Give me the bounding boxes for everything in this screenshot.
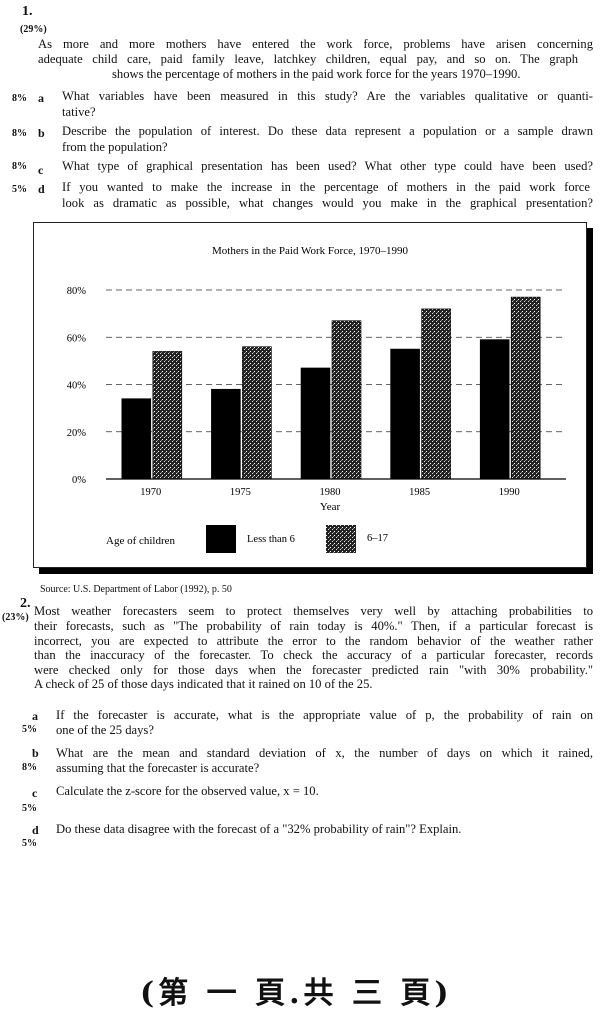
legend-title: Age of children: [106, 535, 176, 547]
y-tick-label: 40%: [67, 381, 87, 392]
part-letter: a: [32, 709, 38, 723]
question-1-number: 1.: [22, 4, 33, 19]
y-tick-label: 80%: [67, 286, 87, 297]
q2-intro-line: their forecasts, such as "The probabilit…: [34, 619, 593, 633]
part-weight: 5%: [22, 724, 37, 735]
bar-6-17-1975: [242, 346, 272, 480]
q2-intro-line: were checked only for those days when th…: [34, 663, 593, 677]
part-text: from the population?: [62, 140, 168, 154]
bar-less-than-6-1985: [390, 348, 420, 480]
legend-label: Less than 6: [247, 534, 295, 545]
bar-less-than-6-1990: [479, 339, 510, 480]
part-text: If you wanted to make the increase in th…: [62, 180, 590, 194]
x-axis-label: Year: [320, 501, 341, 513]
part-letter: b: [38, 126, 45, 140]
bar-less-than-6-1970: [121, 398, 152, 480]
part-letter: b: [32, 746, 39, 760]
x-tick-label: 1990: [499, 487, 520, 498]
x-tick-label: 1970: [140, 487, 161, 498]
bar-chart: Mothers in the Paid Work Force, 1970–199…: [67, 245, 566, 553]
part-weight: 8%: [12, 128, 27, 139]
y-tick-label: 20%: [67, 428, 87, 439]
bar-6-17-1985: [421, 308, 451, 480]
part-text: Do these data disagree with the forecast…: [56, 822, 462, 836]
part-text: look as dramatic as possible, what chang…: [62, 196, 593, 210]
part-letter: d: [32, 823, 39, 837]
y-tick-label: 0%: [72, 475, 86, 486]
part-letter: c: [38, 163, 44, 177]
part-letter: c: [32, 786, 38, 800]
part-text: If the forecaster is accurate, what is t…: [56, 708, 593, 722]
part-weight: 5%: [22, 838, 37, 849]
bar-6-17-1980: [331, 320, 362, 480]
bar-6-17-1970: [152, 351, 183, 480]
q2-intro-line: than the inaccuracy of the forecaster. T…: [34, 648, 593, 662]
q1-intro-line: shows the percentage of mothers in the p…: [112, 67, 521, 81]
part-letter: a: [38, 91, 44, 105]
part-weight: 8%: [22, 762, 37, 773]
chart-title: Mothers in the Paid Work Force, 1970–199…: [212, 245, 408, 257]
bar-less-than-6-1975: [211, 388, 241, 480]
legend-swatch-less-than-6: [206, 525, 236, 553]
part-text: What variables have been measured in thi…: [62, 89, 593, 103]
part-text: Calculate the z-score for the observed v…: [56, 784, 319, 798]
question-2-weight: (23%): [2, 612, 29, 623]
part-text: What are the mean and standard deviation…: [56, 746, 593, 760]
part-letter: d: [38, 182, 45, 196]
x-tick-label: 1975: [230, 487, 251, 498]
x-tick-label: 1985: [409, 487, 430, 498]
part-text: What type of graphical presentation has …: [62, 159, 593, 173]
legend-label: 6–17: [367, 533, 388, 544]
part-text: one of the 25 days?: [56, 723, 154, 737]
part-weight: 8%: [12, 161, 27, 172]
part-weight: 5%: [22, 803, 37, 814]
q1-intro-line: As more and more mothers have entered th…: [38, 37, 593, 51]
q1-intro-line: adequate child care, paid family leave, …: [38, 52, 578, 66]
chart-frame: Mothers in the Paid Work Force, 1970–199…: [33, 222, 587, 568]
bar-6-17-1990: [510, 296, 541, 480]
part-text: tative?: [62, 105, 96, 119]
question-1-weight: (29%): [20, 24, 47, 35]
q2-intro-line: A check of 25 of those days indicated th…: [34, 677, 373, 691]
part-weight: 8%: [12, 93, 27, 104]
page-footer: (第 一 頁.共 三 頁): [140, 976, 453, 1011]
q2-intro-line: Most weather forecasters seem to protect…: [34, 604, 593, 618]
x-tick-label: 1980: [320, 487, 341, 498]
legend-swatch-6-17: [326, 525, 356, 553]
part-weight: 5%: [12, 184, 27, 195]
chart-source: Source: U.S. Department of Labor (1992),…: [40, 584, 232, 595]
q2-intro-line: incorrect, you are expected to attribute…: [34, 634, 593, 648]
y-tick-label: 60%: [67, 333, 87, 344]
question-2-number: 2.: [20, 596, 31, 611]
part-text: Describe the population of interest. Do …: [62, 124, 593, 138]
bar-less-than-6-1980: [300, 367, 331, 480]
part-text: assuming that the forecaster is accurate…: [56, 761, 260, 775]
